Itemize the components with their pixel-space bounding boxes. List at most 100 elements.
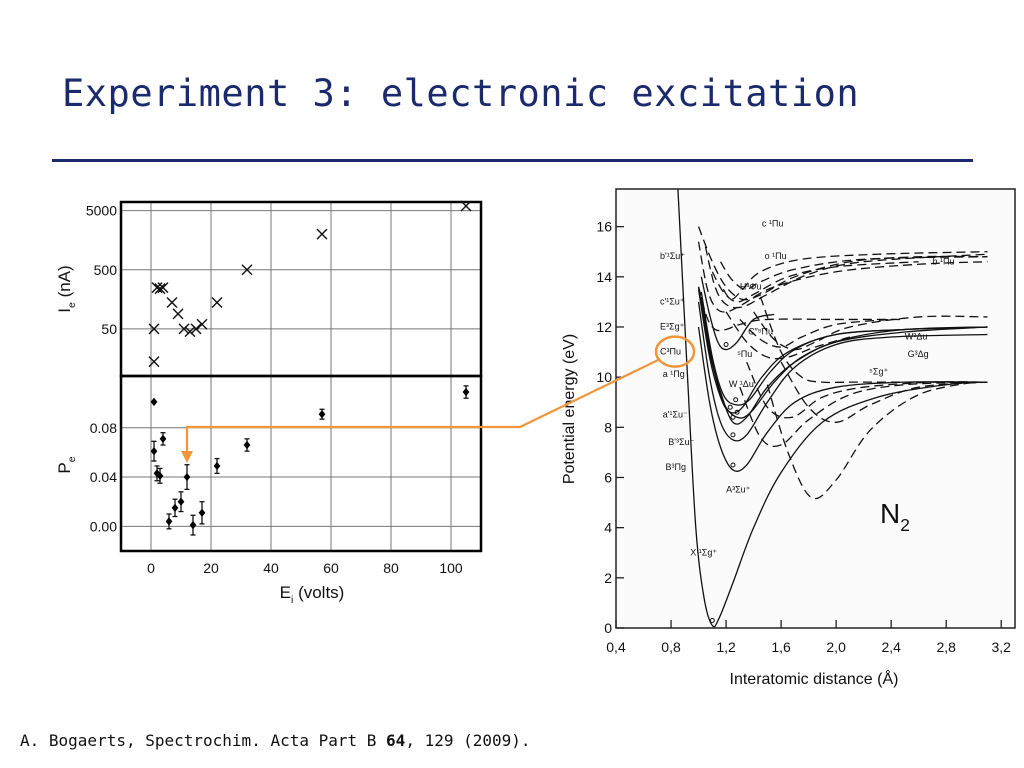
potential-curve (700, 276, 775, 351)
minimum-marker (727, 404, 733, 410)
state-label: ⁵Σg⁺ (869, 367, 888, 377)
data-point-x-marker (190, 323, 202, 335)
potential-curve (711, 261, 919, 303)
potential-curve (697, 241, 988, 313)
potential-curve (722, 251, 988, 301)
y-axis-label: Potential energy (eV) (561, 334, 578, 484)
molecule-label: N2 (880, 498, 910, 535)
x-axis-label: Interatomic distance (Å) (730, 669, 899, 688)
potential-curve (766, 381, 974, 500)
y-tick-label: 8 (604, 419, 612, 435)
x-tick-label: 0,8 (661, 639, 681, 655)
data-point-diamond (243, 438, 251, 452)
plot-frame (615, 188, 1016, 629)
state-label: B³Πg (666, 462, 687, 472)
x-tick-label: 80 (383, 560, 399, 576)
potential-curve (780, 361, 988, 423)
data-point-diamond (159, 432, 167, 446)
data-point-x-marker (316, 228, 328, 240)
potential-curve (739, 318, 892, 348)
upper-frame (119, 200, 483, 378)
lower-y-axis-label: Pe (55, 456, 78, 473)
minimum-marker (709, 617, 715, 623)
state-label: b ¹Πu (932, 256, 954, 266)
y-tick-label: 2 (604, 570, 612, 586)
data-point-x-marker (154, 283, 166, 295)
state-label: ⁵Πu (737, 349, 752, 359)
state-label: a'¹Σu⁻ (663, 409, 688, 419)
x-tick-label: 2,4 (881, 639, 901, 655)
upper-y-tick-label: 50 (101, 321, 117, 337)
upper-y-tick-label: 5000 (86, 203, 117, 219)
minimum-marker (730, 432, 736, 438)
state-label: A³Σu⁺ (726, 485, 751, 495)
y-tick-label: 6 (604, 469, 612, 485)
data-point-diamond (462, 385, 470, 399)
data-point-diamond (150, 440, 158, 462)
minimum-marker (730, 414, 736, 420)
citation: A. Bogaerts, Spectrochim. Acta Part B 64… (20, 731, 531, 750)
potential-curve (739, 381, 988, 447)
minimum-marker (733, 397, 739, 403)
upper-y-tick-label: 500 (94, 262, 118, 278)
y-tick-label: 16 (596, 219, 612, 235)
data-point-x-marker (460, 200, 472, 212)
potential-curve (700, 291, 988, 406)
data-point-x-marker (211, 296, 223, 308)
x-tick-label: 2,8 (936, 639, 956, 655)
potential-curve (720, 256, 988, 290)
x-axis-label: Ei (volts) (280, 583, 345, 606)
potential-energy-chart: 0,4 0,8 1,2 1,6 2,0 2,4 2,8 3,2 0 2 4 6 8 10 12 14 16 Int… (561, 188, 1016, 688)
lower-y-tick-label: 0.00 (90, 518, 117, 534)
state-label: G³Δg (908, 349, 929, 359)
state-label: H³Φu (740, 281, 762, 291)
state-label: B'³Σu⁻ (668, 437, 694, 447)
state-label: c'¹Σu⁺ (660, 296, 685, 306)
potential-curve (759, 296, 988, 384)
y-tick-label: 4 (604, 520, 612, 536)
citation-volume: 64 (386, 731, 406, 750)
state-label: b'¹Σu⁺ (660, 251, 685, 261)
citation-text: A. Bogaerts, Spectrochim. Acta Part B (20, 731, 387, 750)
data-point-x-marker (172, 308, 184, 320)
data-point-x-marker (241, 264, 253, 276)
x-tick-label: 1,2 (716, 639, 736, 655)
lower-y-tick-label: 0.08 (90, 420, 117, 436)
y-tick-label: 0 (604, 620, 612, 636)
data-point-x-marker (157, 282, 169, 294)
data-point-x-marker (166, 296, 178, 308)
potential-curve (746, 361, 988, 419)
minimum-marker (734, 409, 740, 415)
potential-curve (725, 311, 851, 360)
state-label: o ¹Πu (765, 251, 787, 261)
potential-curve (677, 189, 988, 628)
data-point-x-marker (184, 326, 196, 338)
title-underline (52, 159, 973, 162)
y-tick-label: 10 (596, 369, 612, 385)
upper-y-axis-label: Ie (nA) (55, 265, 78, 312)
citation-tail: , 129 (2009). (405, 731, 531, 750)
potential-curve (697, 286, 905, 332)
state-label: W ¹Δu (729, 379, 754, 389)
x-tick-label: 0,4 (606, 639, 626, 655)
state-label: X ¹Σg⁺ (690, 547, 717, 557)
potential-curve (753, 311, 988, 351)
lower-y-tick-label: 0.04 (90, 469, 117, 485)
minimum-marker (730, 462, 736, 468)
data-point-x-marker (178, 323, 190, 335)
data-point-diamond (171, 498, 179, 518)
data-point-diamond (318, 408, 326, 420)
x-tick-label: 1,6 (771, 639, 791, 655)
data-point-diamond (213, 457, 221, 475)
state-label: c ¹Πu (762, 219, 784, 229)
data-point-diamond (189, 514, 197, 536)
x-tick-label: 40 (263, 560, 279, 576)
lower-frame (119, 374, 483, 553)
x-tick-label: 0 (147, 560, 155, 576)
data-point-x-marker (196, 318, 208, 330)
data-point-diamond (150, 397, 158, 407)
data-point-diamond (198, 501, 206, 525)
excitation-chart: 0 20 40 60 80 100 50 500 5000 0.00 0.04 0.08 Ie (nA)… (55, 200, 483, 606)
slide-title: Experiment 3: electronic excitation (62, 72, 860, 115)
y-tick-label: 14 (596, 269, 612, 285)
